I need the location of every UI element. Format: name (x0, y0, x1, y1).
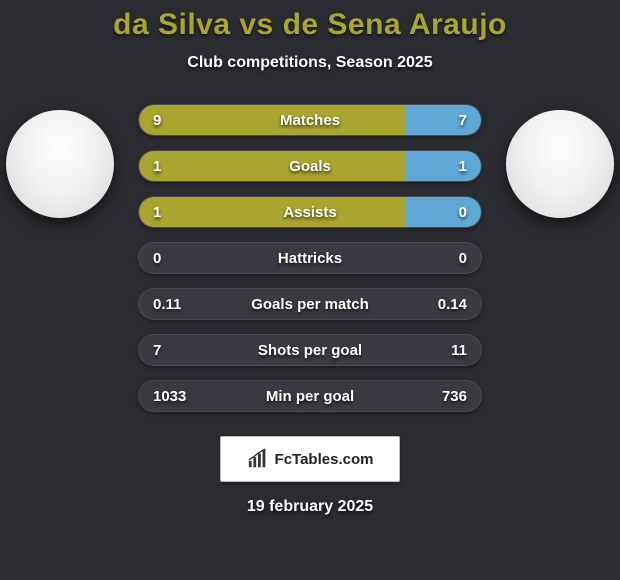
stat-value-right: 1 (459, 151, 467, 181)
stat-label: Hattricks (278, 243, 342, 273)
stat-row: 9 Matches 7 (138, 104, 482, 136)
footer-date: 19 february 2025 (0, 498, 620, 516)
stat-value-right: 11 (451, 335, 467, 365)
stat-row: 1033 Min per goal 736 (138, 380, 482, 412)
chart-icon (247, 448, 269, 470)
player-right-avatar (506, 110, 614, 218)
page-subtitle: Club competitions, Season 2025 (0, 54, 620, 72)
stat-value-left: 1 (153, 197, 161, 227)
stat-value-left: 0.11 (153, 289, 181, 319)
stats-list: 9Matches71Goals11Assists00Hattricks00.11… (138, 104, 482, 412)
stat-value-right: 736 (442, 381, 467, 411)
player-left-avatar (6, 110, 114, 218)
stat-row: 7 Shots per goal 11 (138, 334, 482, 366)
page-title: da Silva vs de Sena Araujo (0, 8, 620, 42)
stat-fill-right (406, 105, 481, 135)
stat-row: 0.11 Goals per match 0.14 (138, 288, 482, 320)
stat-label: Assists (283, 197, 336, 227)
stat-fill-left (139, 197, 406, 227)
stat-value-left: 0 (153, 243, 161, 273)
stat-value-right: 0 (459, 197, 467, 227)
stat-fill-right (406, 197, 481, 227)
stat-value-right: 7 (459, 105, 467, 135)
stat-label: Goals (289, 151, 331, 181)
stat-row: 1 Assists 0 (138, 196, 482, 228)
stat-label: Matches (280, 105, 340, 135)
stat-value-left: 1033 (153, 381, 186, 411)
logo-text: FcTables.com (275, 451, 374, 468)
stat-fill-right (406, 151, 481, 181)
stat-value-left: 9 (153, 105, 161, 135)
stat-value-right: 0 (459, 243, 467, 273)
stat-fill-left (139, 151, 406, 181)
stat-label: Goals per match (251, 289, 369, 319)
stat-fill-left (139, 105, 406, 135)
stat-value-left: 7 (153, 335, 161, 365)
stat-row: 1 Goals 1 (138, 150, 482, 182)
comparison-card: da Silva vs de Sena Araujo Club competit… (0, 0, 620, 580)
stat-value-left: 1 (153, 151, 161, 181)
source-logo: FcTables.com (220, 436, 400, 482)
stat-label: Shots per goal (258, 335, 362, 365)
stat-row: 0 Hattricks 0 (138, 242, 482, 274)
stat-label: Min per goal (266, 381, 354, 411)
stat-value-right: 0.14 (438, 289, 467, 319)
